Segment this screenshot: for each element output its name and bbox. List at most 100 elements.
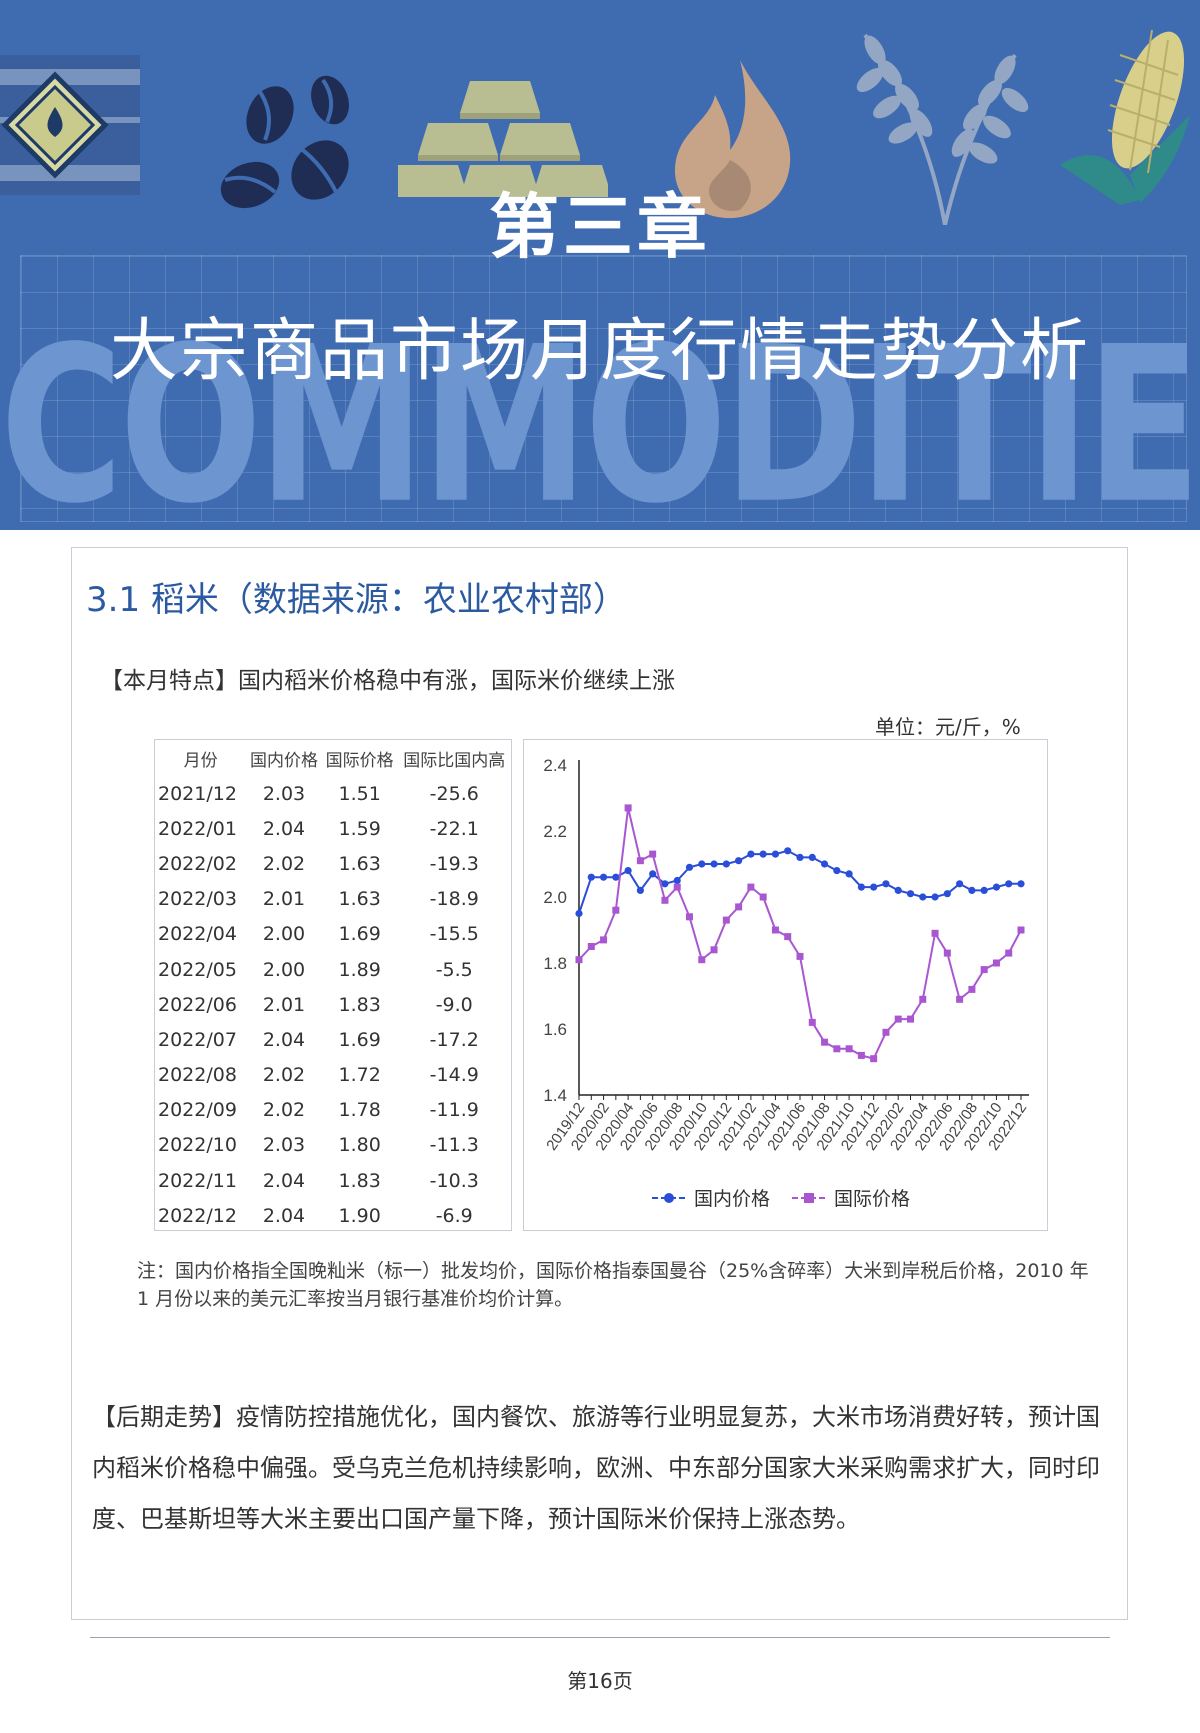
wheat-icon bbox=[856, 33, 1029, 225]
chapter-number: 第三章 bbox=[489, 186, 711, 268]
cell-domestic: 2.04 bbox=[262, 817, 306, 840]
data-point bbox=[833, 1045, 841, 1053]
data-point bbox=[661, 880, 669, 888]
monthly-feature: 【本月特点】国内稻米价格稳中有涨，国际米价继续上涨 bbox=[100, 668, 675, 694]
cell-international: 1.63 bbox=[338, 888, 381, 911]
data-point bbox=[747, 883, 755, 891]
data-point bbox=[894, 886, 902, 894]
table-row: 2022/07 2.04 1.69 -17.2 bbox=[155, 1022, 511, 1057]
cell-diff: -5.5 bbox=[435, 958, 473, 981]
legend-marker bbox=[804, 1193, 814, 1203]
cell-diff: -10.3 bbox=[429, 1169, 479, 1192]
price-table: 月份 国内价格 国际价格 国际比国内高 2021/12 2.03 1.51 -25.6… bbox=[154, 739, 512, 1231]
cell-month: 2022/04 bbox=[158, 923, 237, 946]
cell-domestic: 2.03 bbox=[262, 1134, 306, 1157]
chapter-title: 大宗商品市场月度行情走势分析 bbox=[109, 312, 1090, 391]
unit-label: 单位：元/斤，% bbox=[875, 715, 1021, 739]
data-point bbox=[599, 873, 608, 881]
cell-international: 1.83 bbox=[338, 993, 381, 1016]
corn-icon bbox=[1060, 29, 1190, 205]
data-point bbox=[870, 883, 878, 891]
cell-international: 1.72 bbox=[338, 1064, 381, 1087]
table-row: 2022/05 2.00 1.89 -5.5 bbox=[155, 952, 511, 987]
data-point bbox=[796, 853, 804, 861]
legend-label: 国际价格 bbox=[834, 1188, 910, 1210]
cell-month: 2022/06 bbox=[158, 993, 237, 1016]
cell-month: 2022/08 bbox=[158, 1064, 237, 1087]
data-point bbox=[1017, 926, 1025, 934]
data-point bbox=[968, 886, 976, 894]
cell-domestic: 2.02 bbox=[262, 1064, 306, 1087]
cell-diff: -14.9 bbox=[429, 1064, 479, 1087]
data-point bbox=[587, 873, 595, 881]
col-month: 月份 bbox=[183, 750, 218, 771]
coffee-beans-icon bbox=[220, 75, 349, 209]
cell-international: 1.90 bbox=[338, 1204, 381, 1227]
cell-international: 1.89 bbox=[338, 958, 381, 981]
cell-diff: -18.9 bbox=[429, 888, 479, 911]
data-point bbox=[698, 860, 706, 868]
section-title: 3.1 稻米（数据来源：农业农村部） bbox=[86, 580, 627, 620]
y-tick-label: 2.4 bbox=[543, 756, 567, 775]
cell-international: 1.63 bbox=[338, 852, 381, 875]
data-point bbox=[882, 880, 890, 888]
cell-international: 1.83 bbox=[338, 1169, 381, 1192]
data-point bbox=[661, 896, 669, 904]
data-point bbox=[722, 916, 730, 924]
table-note: 注：国内价格指全国晚籼米（标一）批发均价，国际价格指泰国曼谷（25%含碎率）大米… bbox=[137, 1260, 1089, 1310]
data-point bbox=[1017, 880, 1025, 888]
cell-month: 2022/02 bbox=[158, 852, 237, 875]
data-point bbox=[649, 870, 657, 878]
data-point bbox=[980, 966, 988, 974]
y-tick-label: 2.2 bbox=[543, 822, 567, 841]
cell-domestic: 2.01 bbox=[262, 993, 306, 1016]
cell-diff: -6.9 bbox=[435, 1204, 473, 1227]
data-point bbox=[857, 1051, 865, 1059]
data-point bbox=[943, 949, 951, 957]
data-point bbox=[956, 880, 964, 888]
content-card bbox=[71, 547, 1128, 1620]
y-tick-label: 1.8 bbox=[543, 954, 567, 973]
cell-domestic: 2.03 bbox=[262, 782, 306, 805]
cell-diff: -22.1 bbox=[429, 817, 479, 840]
price-chart: 2.4 2.2 2.0 1.8 1.6 1.4 2019/12 2020/02 2020/04 2… bbox=[523, 739, 1048, 1231]
cell-month: 2022/11 bbox=[158, 1169, 237, 1192]
data-point bbox=[698, 956, 706, 964]
cell-month: 2022/03 bbox=[158, 888, 237, 911]
cell-diff: -19.3 bbox=[429, 852, 479, 875]
cell-month: 2022/07 bbox=[158, 1028, 237, 1051]
cell-domestic: 2.04 bbox=[262, 1169, 306, 1192]
banner-watermark: COMMODITIES bbox=[0, 300, 1200, 530]
data-point bbox=[808, 1018, 816, 1026]
page-number: 第16页 bbox=[567, 1669, 633, 1693]
cell-domestic: 2.00 bbox=[262, 958, 306, 981]
data-point bbox=[710, 860, 718, 868]
table-row: 2022/12 2.04 1.90 -6.9 bbox=[155, 1198, 511, 1233]
cell-international: 1.51 bbox=[338, 782, 381, 805]
data-point bbox=[710, 946, 718, 954]
table-row: 2022/03 2.01 1.63 -18.9 bbox=[155, 882, 511, 917]
cell-international: 1.78 bbox=[338, 1099, 381, 1122]
data-point bbox=[636, 857, 644, 865]
data-point bbox=[1005, 949, 1013, 957]
data-point bbox=[747, 850, 755, 858]
data-point bbox=[759, 850, 767, 858]
gold-bars-icon bbox=[398, 81, 608, 197]
table-row: 2022/02 2.02 1.63 -19.3 bbox=[155, 846, 511, 881]
legend-label: 国内价格 bbox=[694, 1188, 770, 1210]
data-point bbox=[943, 890, 951, 898]
gas-flame-icon bbox=[674, 60, 791, 219]
cell-diff: -25.6 bbox=[429, 782, 479, 805]
col-international: 国际价格 bbox=[325, 750, 394, 771]
data-point bbox=[968, 985, 976, 993]
col-diff: 国际比国内高 bbox=[403, 750, 506, 771]
cell-month: 2022/12 bbox=[158, 1204, 237, 1227]
cell-diff: -11.3 bbox=[429, 1134, 479, 1157]
data-point bbox=[845, 870, 853, 878]
cell-diff: -17.2 bbox=[429, 1028, 479, 1051]
data-point bbox=[833, 867, 841, 875]
table-row: 2022/06 2.01 1.83 -9.0 bbox=[155, 987, 511, 1022]
data-point bbox=[1005, 880, 1013, 888]
data-point bbox=[820, 860, 829, 868]
cell-diff: -15.5 bbox=[429, 923, 479, 946]
